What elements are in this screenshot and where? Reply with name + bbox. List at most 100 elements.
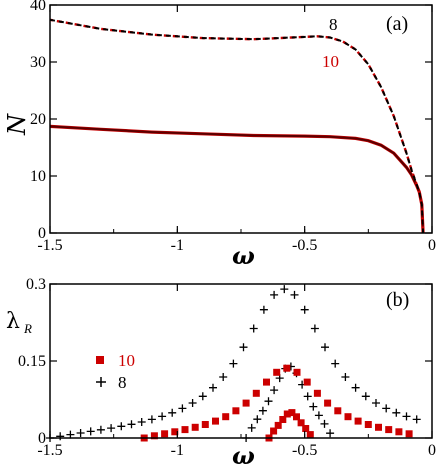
curve-dashed-black xyxy=(49,18,425,234)
point-10 xyxy=(405,430,413,438)
panel-b-ticks: -1.5 -1 -0.5 0 0 0.15 0.3 xyxy=(18,276,436,459)
point-10 xyxy=(364,421,372,428)
curve-solid-black xyxy=(49,125,425,234)
point-8 xyxy=(300,305,309,314)
panel-a-plot xyxy=(49,18,425,234)
point-8 xyxy=(168,408,177,417)
point-10 xyxy=(201,421,209,428)
panel-a-ylabel: N xyxy=(3,113,31,136)
point-8 xyxy=(137,418,146,426)
point-8 xyxy=(309,402,318,411)
point-8 xyxy=(392,408,401,417)
point-8 xyxy=(188,399,197,407)
point-8 xyxy=(303,392,312,401)
point-8 xyxy=(127,420,136,429)
panel-b-xtick-label: -1.5 xyxy=(37,442,62,459)
point-8 xyxy=(326,429,335,438)
point-10 xyxy=(313,389,321,397)
point-10 xyxy=(306,431,314,439)
panel-b-legend: 10 8 xyxy=(96,351,135,392)
panel-b-ytick-label: 0 xyxy=(38,430,46,447)
panel-b-ytick-label: 0.15 xyxy=(18,353,46,370)
point-8 xyxy=(117,422,126,431)
panel-b-label: (b) xyxy=(386,289,409,311)
panel-a-ytick-label: 10 xyxy=(30,168,46,185)
point-10 xyxy=(354,417,362,425)
point-10 xyxy=(385,426,393,434)
point-8 xyxy=(402,412,411,421)
point-10 xyxy=(303,378,311,386)
point-8 xyxy=(209,383,217,392)
point-10 xyxy=(324,399,332,407)
point-10 xyxy=(288,409,296,417)
point-10 xyxy=(212,417,219,425)
point-8 xyxy=(247,423,256,432)
legend-label-10: 10 xyxy=(118,351,135,370)
panel-a-xtick-label: 0 xyxy=(428,237,436,254)
panel-b-ylabel-sub: R xyxy=(23,321,32,336)
point-8 xyxy=(270,290,279,299)
panel-b-xtick-label: 0 xyxy=(428,442,436,459)
point-10 xyxy=(242,399,250,407)
point-8 xyxy=(86,427,95,436)
panel-a-ytick-label: 40 xyxy=(30,0,46,14)
point-10 xyxy=(344,413,352,421)
panel-a-xtick-label: -1 xyxy=(171,237,184,254)
point-8 xyxy=(280,285,289,294)
point-8 xyxy=(253,415,262,424)
legend-label-8: 8 xyxy=(118,373,127,392)
point-10 xyxy=(270,427,278,435)
point-8 xyxy=(76,429,85,437)
point-10 xyxy=(297,419,305,427)
panel-a: -1.5 -1 -0.5 0 0 10 20 30 40 (a) 8 10 ω N xyxy=(3,0,436,270)
annotation-8: 8 xyxy=(329,15,338,34)
point-10 xyxy=(395,428,403,436)
curve-solid-red xyxy=(49,124,425,234)
panel-b-xtick-label: -0.5 xyxy=(292,442,317,459)
point-8 xyxy=(178,404,187,413)
point-8 xyxy=(382,404,391,413)
point-8 xyxy=(314,411,323,420)
point-10 xyxy=(181,426,189,434)
point-10 xyxy=(279,416,287,423)
point-8 xyxy=(56,432,65,441)
point-8 xyxy=(147,415,156,424)
point-10 xyxy=(150,432,158,440)
panel-a-ytick-label: 0 xyxy=(38,225,46,242)
panel-b-frame xyxy=(49,283,433,439)
point-8 xyxy=(290,290,299,299)
point-8 xyxy=(96,425,105,434)
point-8 xyxy=(310,324,319,333)
point-10 xyxy=(263,378,270,386)
point-10 xyxy=(191,423,199,431)
point-8 xyxy=(320,419,329,428)
panel-a-xtick-label: -0.5 xyxy=(292,237,317,254)
point-10 xyxy=(273,368,281,376)
point-10 xyxy=(222,413,230,421)
point-8 xyxy=(219,373,228,381)
point-10 xyxy=(283,364,291,372)
point-10 xyxy=(375,423,382,431)
point-10 xyxy=(293,368,301,376)
annotation-10: 10 xyxy=(322,52,339,71)
legend-marker-10 xyxy=(96,356,104,364)
panel-b-ylabel-main: λ xyxy=(6,309,20,334)
point-8 xyxy=(229,359,238,368)
point-8 xyxy=(361,392,370,401)
legend-marker-8 xyxy=(96,377,106,387)
point-8 xyxy=(331,359,340,368)
panel-b-plot xyxy=(46,285,421,442)
point-8 xyxy=(412,415,421,424)
panel-a-ticks: -1.5 -1 -0.5 0 0 10 20 30 40 xyxy=(30,0,436,254)
point-8 xyxy=(258,406,267,415)
panel-b: -1.5 -1 -0.5 0 0 0.15 0.3 (b) ω λ R 10 8 xyxy=(6,276,436,468)
point-8 xyxy=(351,383,360,392)
point-10 xyxy=(334,407,342,415)
curve-dashed-red xyxy=(49,18,425,234)
point-10 xyxy=(302,425,310,432)
panel-b-ylabel: λ R xyxy=(6,309,32,336)
point-8 xyxy=(372,399,380,407)
point-8 xyxy=(158,412,167,421)
point-10 xyxy=(232,407,240,415)
